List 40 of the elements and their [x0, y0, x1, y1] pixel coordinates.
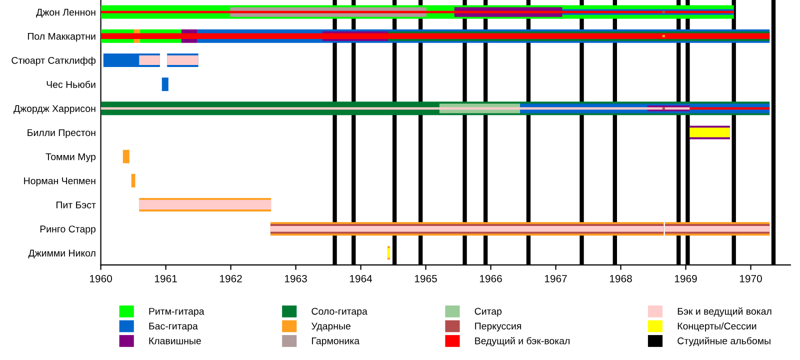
legend-label: Бэк и ведущий вокал: [678, 307, 772, 317]
bar: [131, 174, 136, 188]
y-tick-label: Томми Мур: [46, 153, 96, 162]
x-tick-label: 1961: [155, 274, 177, 282]
x-tick-label: 1966: [480, 274, 502, 282]
legend-label: Ритм-гитара: [149, 308, 204, 317]
bar: [162, 78, 168, 92]
x-tick-label: 1960: [90, 274, 112, 282]
x-tick-label: 1965: [414, 274, 437, 282]
y-tick-label: Норман Чепмен: [24, 177, 96, 186]
x-tick-label: 1970: [740, 274, 762, 282]
legend-label: Ударные: [312, 322, 350, 332]
y-tick-label: Пол Маккартни: [28, 32, 96, 42]
legend-label: Ситар: [474, 308, 502, 317]
x-tick-label: 1968: [610, 274, 632, 282]
x-tick-label: 1962: [220, 274, 242, 282]
legend-label: Студийные альбомы: [678, 336, 770, 346]
legend-label: Соло-гитара: [312, 308, 368, 317]
legend-label: Ведущий и бэк-вокал: [475, 336, 570, 346]
y-tick-label: Ринго Старр: [40, 226, 96, 234]
legend-label: Концерты/Сессии: [678, 322, 756, 332]
y-tick-label: Джимми Никол: [28, 250, 96, 258]
y-tick-label: Билли Престон: [28, 129, 96, 138]
legend-label: Перкуссия: [475, 322, 522, 332]
y-tick-label: Джон Леннон: [36, 8, 96, 18]
bar: [662, 34, 665, 38]
legend-label: Клавишные: [149, 338, 201, 344]
y-tick-label: Джордж Харрисон: [14, 105, 96, 114]
x-tick-label: 1964: [350, 274, 372, 282]
legend-label: Бас-гитара: [149, 322, 198, 332]
legend-label: Гармоника: [312, 338, 360, 346]
y-tick-label: Чес Ньюби: [46, 80, 96, 88]
x-tick-label: 1967: [544, 274, 567, 282]
y-tick-label: Стюарт Сатклифф: [12, 56, 96, 66]
x-tick-label: 1969: [674, 274, 697, 282]
bar: [122, 150, 130, 164]
x-tick-label: 1963: [284, 274, 307, 282]
bar: [690, 107, 770, 110]
y-tick-label: Пит Бэст: [56, 202, 96, 208]
bar: [662, 107, 665, 110]
